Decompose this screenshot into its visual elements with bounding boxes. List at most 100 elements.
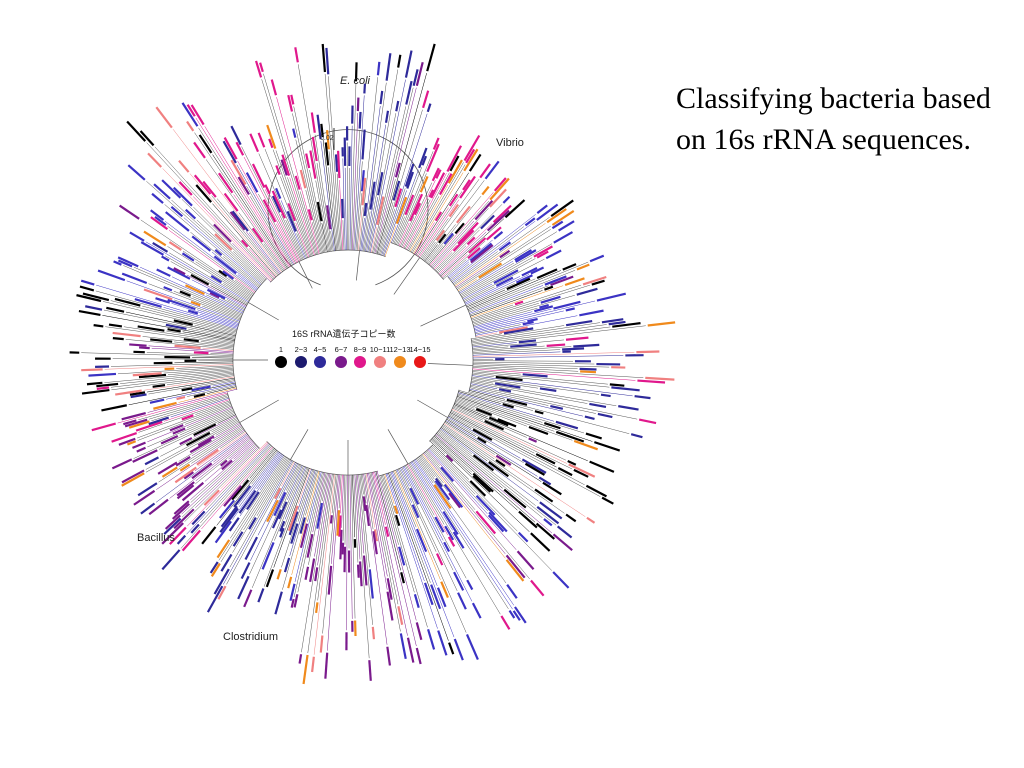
tree-branch bbox=[438, 431, 556, 525]
tip-label bbox=[507, 279, 530, 289]
tip-label bbox=[325, 653, 327, 679]
tip-label bbox=[122, 274, 147, 283]
tip-label bbox=[127, 122, 145, 142]
tip-label bbox=[134, 491, 155, 505]
tip-label bbox=[544, 519, 552, 525]
tree-branch bbox=[323, 475, 338, 634]
tree-branch bbox=[185, 448, 260, 522]
tip-label bbox=[553, 572, 568, 588]
tip-label bbox=[295, 594, 298, 607]
legend-label: 2−3 bbox=[295, 345, 308, 354]
tip-label bbox=[417, 648, 421, 664]
tip-label bbox=[275, 592, 281, 615]
tip-label bbox=[295, 47, 298, 62]
tip-label bbox=[482, 187, 488, 195]
legend-label: 1 bbox=[279, 345, 283, 354]
tree-branch bbox=[172, 200, 263, 283]
tip-label bbox=[150, 339, 172, 341]
tip-label bbox=[610, 384, 624, 385]
tree-branch bbox=[451, 410, 572, 469]
tip-label bbox=[326, 48, 328, 74]
tip-label bbox=[531, 533, 550, 551]
tip-label bbox=[488, 211, 509, 231]
tree-branch bbox=[430, 441, 469, 480]
tree-branch bbox=[345, 475, 346, 545]
tip-label bbox=[318, 202, 322, 221]
tip-label bbox=[535, 489, 553, 501]
clade-stem bbox=[240, 400, 279, 423]
tip-label bbox=[200, 135, 212, 153]
tip-label bbox=[340, 530, 341, 560]
tip-label bbox=[291, 95, 293, 104]
tip-label bbox=[168, 267, 190, 278]
tip-label bbox=[331, 515, 332, 523]
tip-label bbox=[449, 643, 453, 655]
tip-label bbox=[87, 383, 102, 384]
copy-number-legend: 16S rRNA遺伝子コピー数 12−34−56−78−910−1112−131… bbox=[275, 328, 431, 368]
tip-label bbox=[202, 527, 215, 544]
tip-label bbox=[450, 205, 459, 217]
tip-label bbox=[85, 306, 102, 309]
tip-label bbox=[473, 474, 493, 492]
tip-label bbox=[537, 524, 555, 539]
tip-label bbox=[541, 297, 561, 303]
tip-label bbox=[308, 534, 313, 557]
tree-branch bbox=[458, 394, 584, 433]
tip-label bbox=[435, 517, 443, 532]
tip-label bbox=[179, 161, 189, 172]
tip-label bbox=[360, 112, 361, 129]
tree-branch bbox=[392, 472, 437, 586]
tree-branch bbox=[458, 279, 477, 291]
tip-label bbox=[401, 633, 406, 658]
tip-label bbox=[417, 529, 426, 552]
tip-label bbox=[130, 232, 144, 240]
tip-label bbox=[191, 302, 200, 305]
tree-branch bbox=[169, 253, 249, 301]
clade-stem bbox=[356, 251, 359, 281]
tree-branch bbox=[415, 459, 514, 605]
tip-label bbox=[139, 347, 150, 348]
tip-label bbox=[563, 264, 576, 270]
tip-label bbox=[523, 322, 534, 324]
tip-label bbox=[573, 345, 599, 347]
tree-branch bbox=[163, 168, 272, 281]
tree-branch bbox=[436, 204, 502, 271]
tip-label bbox=[486, 161, 499, 178]
tip-label bbox=[191, 275, 209, 285]
tip-label bbox=[233, 211, 248, 231]
tip-label bbox=[138, 326, 165, 330]
tree-branch bbox=[472, 327, 610, 344]
tree-branch bbox=[473, 347, 509, 350]
tip-label bbox=[377, 196, 383, 224]
tip-label bbox=[544, 287, 552, 290]
tip-label bbox=[589, 404, 606, 407]
tree-branch bbox=[364, 474, 387, 645]
tip-label bbox=[253, 164, 264, 188]
tip-label bbox=[417, 622, 422, 639]
tip-label bbox=[152, 194, 163, 203]
tip-label bbox=[516, 250, 536, 262]
tip-label bbox=[288, 577, 291, 588]
tip-label bbox=[455, 639, 463, 660]
tip-label bbox=[231, 160, 245, 184]
tree-branch bbox=[359, 475, 373, 625]
tip-label bbox=[182, 415, 194, 419]
tree-branch bbox=[426, 224, 456, 262]
tip-label bbox=[458, 593, 466, 610]
tip-label bbox=[550, 406, 563, 409]
clade-label-bacillus: Bacillus bbox=[137, 532, 175, 544]
tree-branch bbox=[345, 168, 346, 250]
clade-stem bbox=[417, 400, 447, 418]
legend-label: 14−15 bbox=[409, 345, 430, 354]
tip-label bbox=[479, 263, 502, 277]
clade-stem bbox=[299, 262, 312, 289]
clade-label-clostridium: Clostridium bbox=[223, 631, 278, 643]
legend-swatch bbox=[394, 356, 406, 368]
tip-label bbox=[219, 173, 233, 193]
tree-branch bbox=[238, 452, 278, 505]
tip-label bbox=[519, 533, 528, 542]
tree-branch bbox=[471, 286, 563, 318]
tip-label bbox=[113, 333, 141, 336]
tip-label bbox=[149, 500, 168, 515]
tip-label bbox=[496, 377, 523, 380]
